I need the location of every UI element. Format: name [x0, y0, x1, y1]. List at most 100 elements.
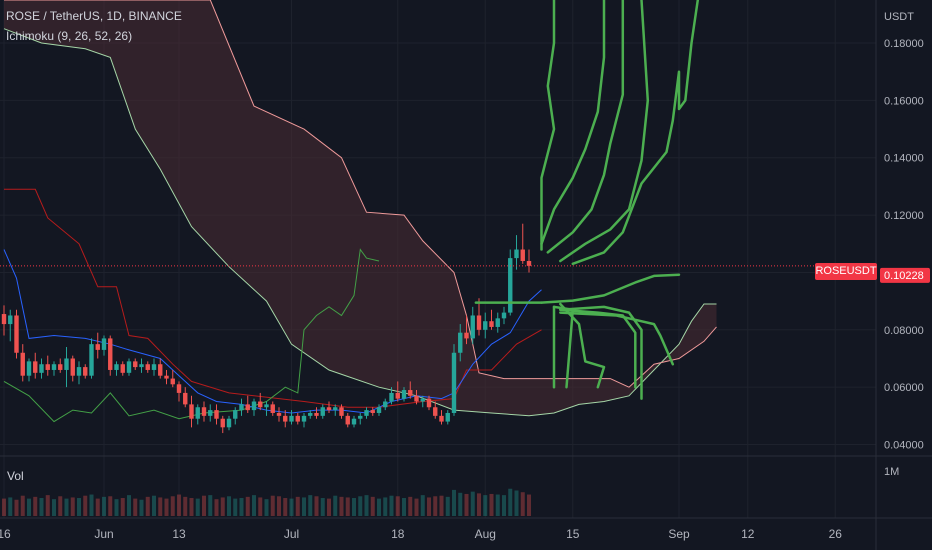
- volume-bar: [214, 499, 219, 516]
- volume-bar: [295, 496, 300, 516]
- volume-bar: [339, 496, 344, 516]
- time-tick-label: 15: [566, 527, 580, 541]
- volume-bar: [170, 496, 175, 516]
- volume-bar: [14, 499, 19, 516]
- candle: [245, 395, 250, 413]
- candle-body: [489, 321, 494, 327]
- candle: [58, 358, 63, 373]
- candle: [8, 309, 13, 342]
- candle-body: [301, 415, 307, 422]
- candle: [151, 358, 157, 376]
- volume-bar: [508, 488, 513, 516]
- candle-body: [64, 358, 69, 370]
- volume-bar: [58, 496, 63, 516]
- candle-body: [370, 410, 375, 413]
- candlesticks: [1, 223, 532, 434]
- candle-body: [201, 407, 207, 416]
- volume-bar: [220, 497, 225, 516]
- candle-body: [33, 361, 38, 373]
- candle: [289, 410, 294, 425]
- candle-body: [114, 364, 119, 370]
- volume-bar: [302, 497, 306, 516]
- candle-body: [158, 364, 163, 376]
- upward-path-drawing: [540, 0, 606, 246]
- volume-bar: [195, 498, 200, 516]
- price-axis-currency: USDT: [884, 11, 914, 23]
- volume-bar: [383, 497, 388, 516]
- last-price-value: 0.10228: [884, 270, 924, 282]
- candle: [208, 404, 213, 422]
- volume-bar: [502, 495, 506, 516]
- candle: [101, 335, 107, 356]
- candle: [526, 249, 532, 273]
- candle-body: [451, 352, 457, 413]
- candle-body: [476, 315, 482, 330]
- candle: [351, 415, 357, 428]
- volume-bar: [358, 496, 363, 516]
- candle-body: [101, 338, 107, 350]
- time-tick-label: 13: [172, 527, 186, 541]
- upward-path-drawing: [540, 0, 556, 251]
- candle-body: [258, 401, 263, 408]
- volume-bar: [139, 499, 144, 516]
- candle: [314, 407, 319, 419]
- volume-bar: [439, 495, 444, 516]
- volume-bar: [145, 496, 150, 516]
- volume-label[interactable]: Vol: [7, 469, 24, 483]
- volume-bar: [464, 493, 469, 516]
- candle-body: [345, 415, 350, 425]
- candle: [376, 404, 382, 416]
- candle: [458, 324, 463, 362]
- candle: [489, 309, 494, 330]
- upward-path-drawing: [571, 0, 700, 266]
- candle-body: [320, 407, 325, 416]
- volume-bar: [70, 497, 75, 516]
- candle: [33, 352, 38, 379]
- downward-path-drawing: [552, 305, 575, 389]
- candle: [14, 309, 19, 359]
- candle: [520, 223, 525, 264]
- price-axis[interactable]: 0.040000.060000.080000.100000.120000.140…: [884, 38, 924, 452]
- volume-bar: [483, 495, 488, 516]
- candle: [70, 355, 75, 382]
- volume-bar: [164, 498, 169, 516]
- volume-bar: [289, 498, 294, 516]
- candle-body: [95, 344, 100, 350]
- candle: [445, 410, 450, 425]
- candle-body: [408, 390, 413, 396]
- candle-body: [420, 398, 425, 402]
- candle: [414, 390, 419, 405]
- candle-body: [283, 415, 288, 422]
- candle: [295, 412, 300, 425]
- candle: [451, 344, 457, 416]
- candle-body: [495, 318, 500, 327]
- candle-body: [195, 407, 200, 419]
- candle-body: [333, 407, 338, 411]
- candle: [264, 401, 269, 416]
- candle-body: [526, 260, 532, 266]
- candle-body: [176, 384, 182, 393]
- volume-bar: [527, 494, 531, 516]
- candle: [251, 398, 257, 416]
- time-axis[interactable]: 16 Jun 13 Jul 18 Aug 15 Sep 12 26: [0, 527, 842, 541]
- candle-body: [70, 358, 75, 376]
- symbol-title[interactable]: ROSE / TetherUS, 1D, BINANCE: [6, 9, 182, 23]
- candle-body: [208, 410, 213, 416]
- candle: [233, 407, 238, 425]
- candle: [26, 358, 32, 382]
- candle: [339, 404, 344, 419]
- volume-bar: [445, 496, 450, 516]
- candle: [39, 358, 44, 379]
- volume-bar: [352, 498, 356, 516]
- candle: [320, 404, 325, 419]
- volume-bar: [320, 498, 325, 516]
- candle-body: [76, 367, 82, 376]
- downward-path-drawing: [559, 311, 675, 366]
- price-tick-label: 0.14000: [884, 153, 924, 165]
- price-tick-label: 0.12000: [884, 210, 924, 222]
- candle: [464, 315, 469, 345]
- candle: [308, 410, 313, 419]
- candle: [201, 401, 207, 422]
- indicator-legend[interactable]: Ichimoku (9, 26, 52, 26): [6, 29, 133, 43]
